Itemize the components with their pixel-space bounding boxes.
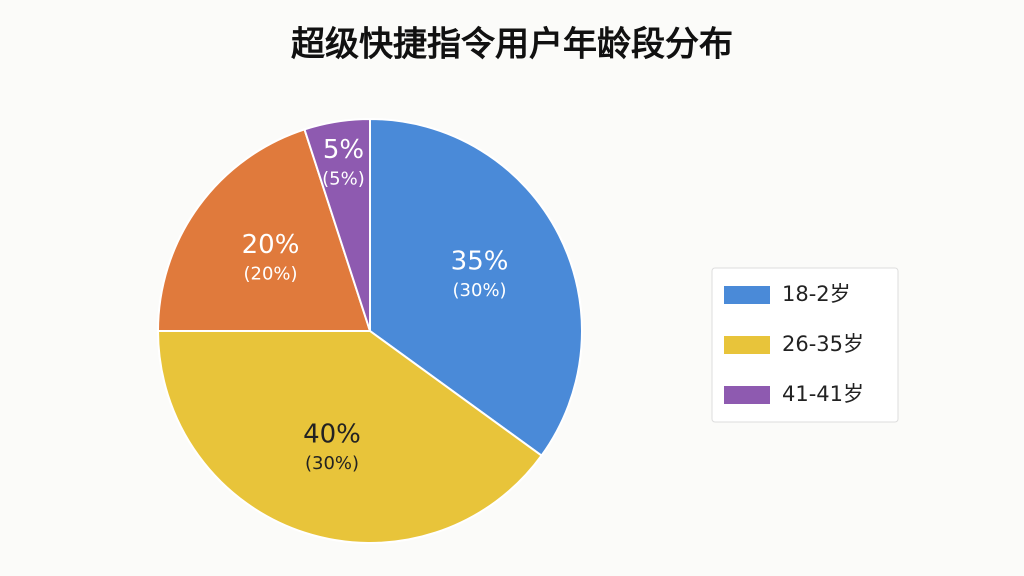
sub-label: (5%) — [322, 168, 365, 189]
pie-slice — [156, 330, 543, 544]
pie-slice — [156, 128, 372, 332]
value-label: 5% — [323, 135, 364, 165]
legend-label: 26-35岁 — [782, 332, 864, 356]
value-label: 35% — [451, 247, 509, 277]
sub-label: (30%) — [305, 453, 359, 474]
legend-swatch — [724, 286, 770, 304]
pie-slice — [369, 117, 583, 458]
legend-swatch — [724, 386, 770, 404]
value-label: 40% — [303, 419, 361, 449]
value-label: 20% — [242, 230, 300, 260]
pie-slice — [303, 117, 371, 332]
legend-swatch — [724, 336, 770, 354]
legend-label: 18-2岁 — [782, 282, 851, 306]
legend-box — [711, 267, 899, 423]
legend-label: 41-41岁 — [782, 382, 864, 406]
sub-label: (20%) — [243, 264, 297, 285]
sub-label: (30%) — [453, 280, 507, 301]
chart-title: 超级快捷指令用户年龄段分布 — [291, 25, 733, 65]
